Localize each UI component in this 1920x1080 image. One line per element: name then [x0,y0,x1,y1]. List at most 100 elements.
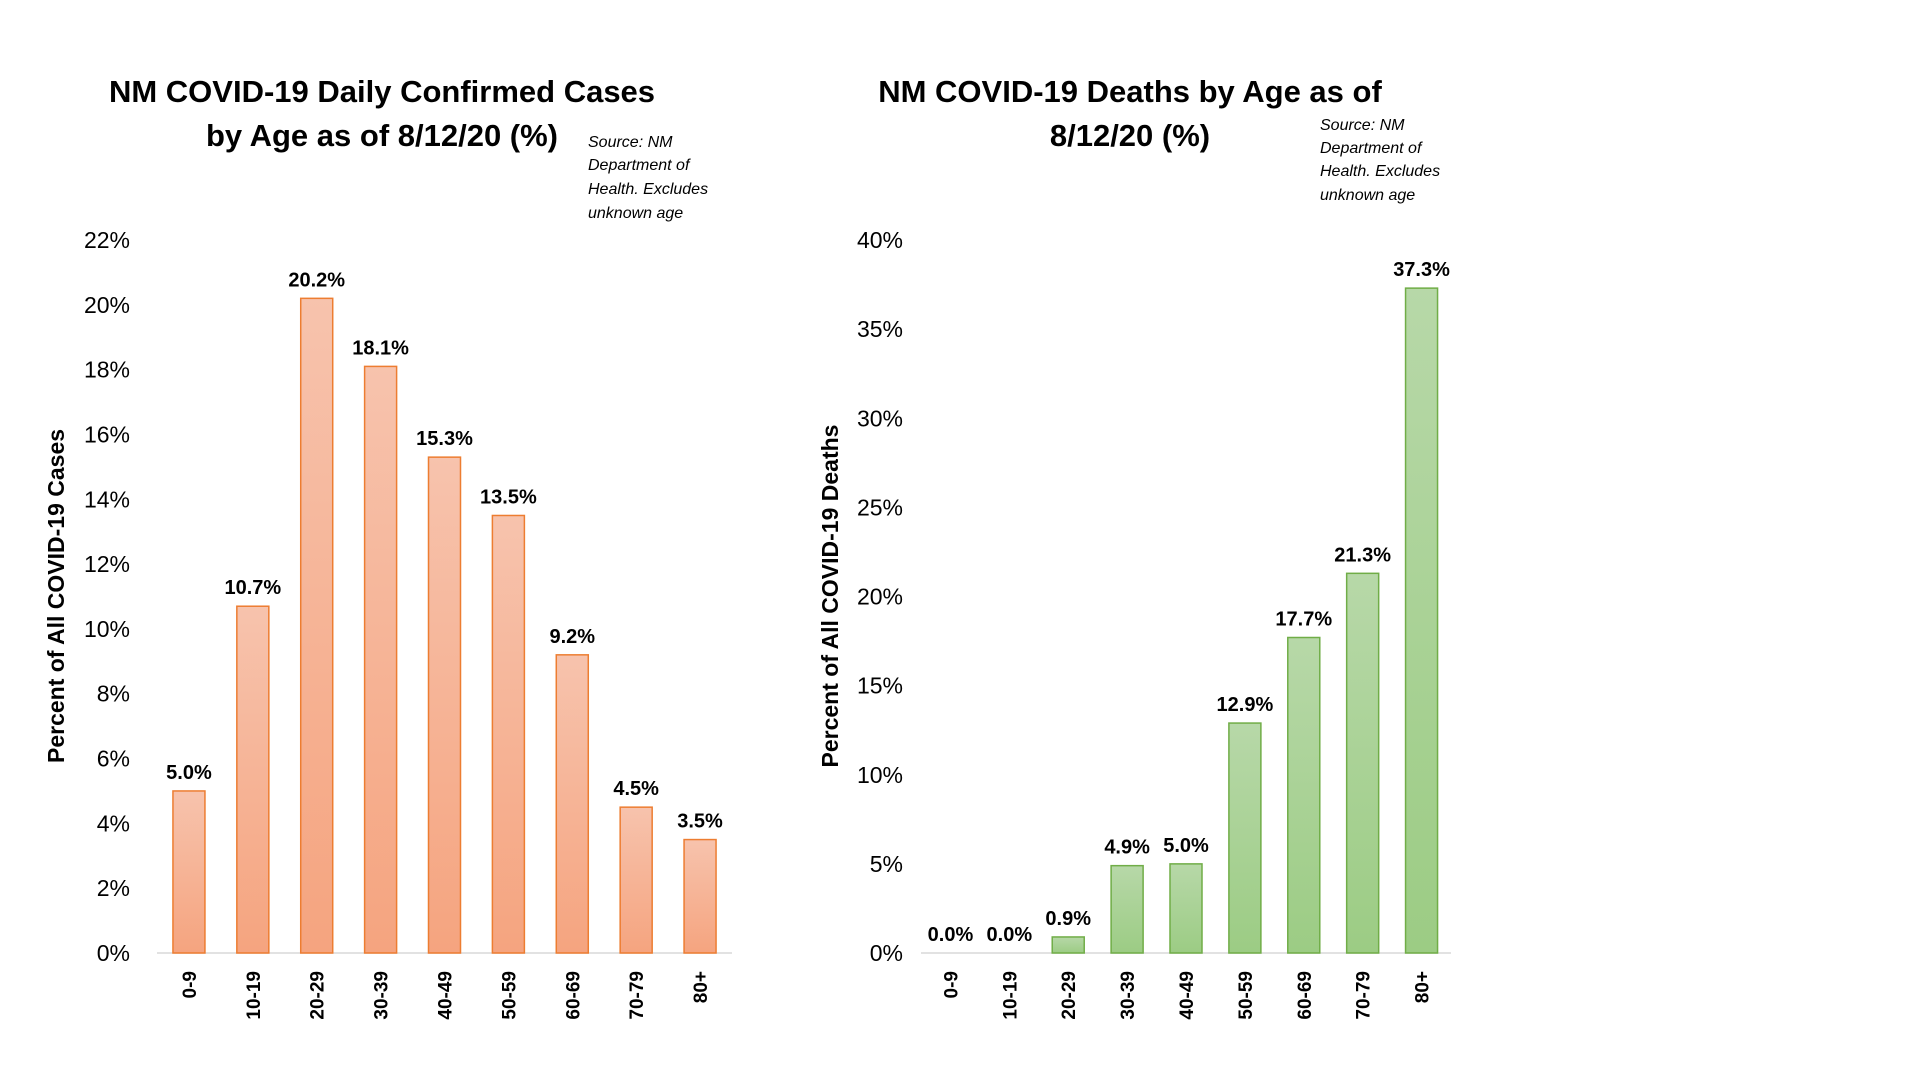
deaths-bar [1110,864,1144,954]
deaths-y-tick-label: 30% [857,405,903,431]
cases-y-tick-label: 8% [97,681,130,707]
cases-source-line-4: unknown age [588,205,683,222]
deaths-bar [1228,722,1262,954]
deaths-x-tick-label: 60-69 [1295,971,1316,1020]
deaths-y-tick-label: 0% [870,940,903,966]
cases-bar [683,838,717,954]
cases-y-tick-label: 10% [84,616,130,642]
cases-x-tick-label: 80+ [691,971,712,1003]
cases-x-tick-label: 0-9 [180,971,201,998]
deaths-source-line-2: Department of [1320,140,1423,157]
cases-y-tick-label: 6% [97,746,130,772]
cases-data-label: 20.2% [288,269,345,291]
deaths-source-line-3: Health. Excludes [1320,163,1440,180]
deaths-chart-title-line-2: 8/12/20 (%) [1050,118,1210,153]
deaths-x-tick-label: 40-49 [1177,971,1198,1020]
cases-data-label: 5.0% [166,762,212,784]
deaths-data-label: 0.9% [1045,908,1091,930]
cases-chart: NM COVID-19 Daily Confirmed Cases by Age… [43,74,732,1020]
cases-data-label: 18.1% [352,337,409,359]
deaths-x-tick-label: 10-19 [1000,971,1021,1020]
cases-chart-title-line-1: NM COVID-19 Daily Confirmed Cases [109,74,655,109]
deaths-y-axis-label: Percent of All COVID-19 Deaths [817,425,843,768]
cases-bar [299,297,334,954]
cases-source-line-2: Department of [588,157,691,174]
cases-bars [172,297,717,954]
cases-data-labels: 5.0% 10.7% 20.2% 18.1% 15.3% 13.5% 9.2% 4.5% 3.5… [166,269,723,832]
cases-x-tick-label: 20-29 [308,971,329,1020]
cases-y-axis-label: Percent of All COVID-19 Cases [43,429,69,763]
deaths-x-tick-label: 80+ [1413,971,1434,1003]
deaths-data-label: 0.0% [928,924,974,946]
cases-x-tick-label: 10-19 [244,971,265,1020]
cases-y-tick-label: 22% [84,227,130,253]
deaths-y-tick-label: 5% [870,851,903,877]
cases-data-label: 10.7% [224,577,281,599]
cases-bar [491,514,526,954]
cases-chart-title-line-2: by Age as of 8/12/20 (%) [206,118,558,153]
deaths-y-tick-label: 10% [857,762,903,788]
deaths-y-tick-label: 25% [857,494,903,520]
deaths-data-label: 0.0% [987,924,1033,946]
deaths-source-line-1: Source: NM [1320,117,1405,134]
deaths-x-tick-label: 0-9 [941,971,962,998]
cases-bar [363,365,398,954]
deaths-data-label: 5.0% [1163,835,1209,857]
cases-bar [427,456,462,954]
cases-y-tick-label: 4% [97,810,130,836]
cases-bar [555,654,590,954]
cases-x-tick-label: 60-69 [563,971,584,1020]
cases-y-tick-label: 2% [97,875,130,901]
cases-x-tick-label: 40-49 [436,971,457,1020]
deaths-chart: NM COVID-19 Deaths by Age as of 8/12/20 … [817,74,1451,1020]
deaths-bar [1051,936,1085,954]
cases-y-tick-label: 18% [84,357,130,383]
deaths-chart-title-line-1: NM COVID-19 Deaths by Age as of [878,74,1382,109]
cases-bar [172,790,206,954]
deaths-data-label: 37.3% [1393,259,1450,281]
cases-x-tick-label: 70-79 [627,971,648,1020]
deaths-data-label: 12.9% [1217,694,1274,716]
cases-chart-source-note: Source: NM Department of Health. Exclude… [588,134,708,222]
cases-y-tick-label: 12% [84,551,130,577]
cases-x-tick-labels: 0-9 10-19 20-29 30-39 40-49 50-59 60-69 70-79 80… [180,971,712,1020]
deaths-data-labels: 0.0% 0.0% 0.9% 4.9% 5.0% 12.9% 17.7% 21.3% 37.3% [928,259,1450,946]
deaths-bar [1169,863,1203,954]
deaths-x-tick-label: 30-39 [1118,971,1139,1020]
cases-y-tick-labels: 0% 2% 4% 6% 8% 10% 12% 14% 16% 18% 20% 22% [84,227,130,966]
cases-y-tick-label: 0% [97,940,130,966]
cases-data-label: 4.5% [613,778,659,800]
deaths-source-line-4: unknown age [1320,187,1415,204]
deaths-x-tick-label: 20-29 [1059,971,1080,1020]
deaths-y-tick-label: 15% [857,673,903,699]
cases-y-tick-label: 14% [84,486,130,512]
cases-y-tick-label: 20% [84,292,130,318]
deaths-x-tick-label: 50-59 [1236,971,1257,1020]
deaths-x-tick-labels: 0-9 10-19 20-29 30-39 40-49 50-59 60-69 70-79 80… [941,971,1433,1020]
cases-x-tick-label: 50-59 [499,971,520,1020]
deaths-data-label: 4.9% [1104,837,1150,859]
deaths-x-tick-label: 70-79 [1354,971,1375,1020]
cases-data-label: 15.3% [416,428,473,450]
cases-data-label: 13.5% [480,486,537,508]
deaths-data-label: 17.7% [1275,608,1332,630]
cases-bar [619,806,653,954]
deaths-y-tick-label: 20% [857,584,903,610]
cases-source-line-1: Source: NM [588,134,673,151]
deaths-bar [1404,287,1439,954]
cases-bar [236,605,270,954]
deaths-bar [1287,636,1321,954]
cases-y-tick-label: 16% [84,421,130,447]
deaths-y-tick-labels: 0% 5% 10% 15% 20% 25% 30% 35% 40% [857,227,903,966]
deaths-y-tick-label: 40% [857,227,903,253]
cases-data-label: 3.5% [677,811,723,833]
cases-data-label: 9.2% [549,626,595,648]
deaths-bars [1051,287,1439,954]
deaths-y-tick-label: 35% [857,316,903,342]
deaths-bar [1345,572,1380,954]
cases-source-line-3: Health. Excludes [588,181,708,198]
deaths-data-label: 21.3% [1334,544,1391,566]
deaths-chart-source-note: Source: NM Department of Health. Exclude… [1320,117,1440,204]
cases-x-tick-label: 30-39 [372,971,393,1020]
